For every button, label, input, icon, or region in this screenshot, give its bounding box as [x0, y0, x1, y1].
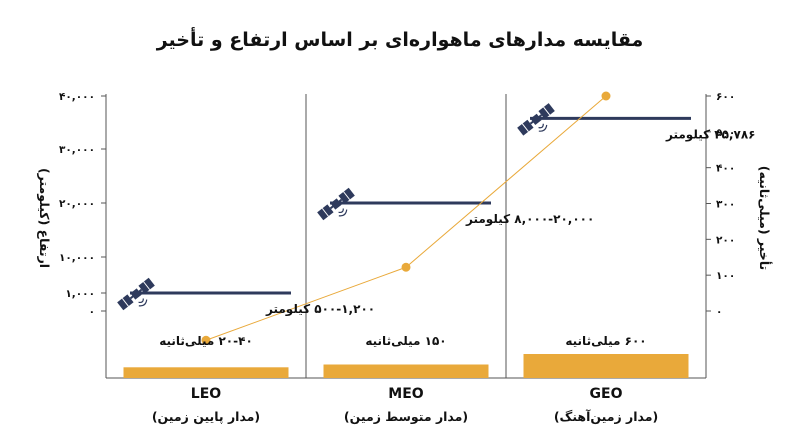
satellite-panel-line — [321, 208, 329, 217]
right-tick-label: ۲۰۰ — [716, 234, 735, 246]
category-label: LEO — [191, 386, 221, 402]
right-tick-label: ۵۰۰ — [716, 127, 735, 139]
category-label: MEO — [388, 386, 423, 402]
right-tick-label: ۰ — [716, 306, 722, 318]
satellite-signal — [538, 124, 548, 132]
satellite-icon — [117, 277, 155, 311]
right-axis-title: تأخیر (میلی‌ثانیه) — [757, 166, 773, 270]
altitude-label: ۸,۰۰۰-۲۰,۰۰۰ کیلومتر — [465, 212, 594, 227]
left-tick-label: ۴۰,۰۰۰ — [59, 91, 95, 103]
latency-bar — [523, 354, 689, 378]
left-tick-label: ۱۰,۰۰۰ — [59, 252, 95, 264]
latency-label: ۲۰-۴۰ میلی‌ثانیه — [159, 334, 253, 348]
right-tick-label: ۴۰۰ — [716, 163, 735, 175]
satellite-body — [330, 198, 342, 210]
satellite-panel-line — [543, 106, 551, 116]
latency-bar — [123, 367, 289, 378]
satellite-panel-line — [521, 123, 529, 132]
altitude-label: ۳۵,۷۸۶ کیلومتر — [665, 127, 755, 142]
satellite-signal — [138, 299, 148, 307]
category-subtitle: (مدار متوسط زمین) — [344, 409, 468, 424]
satellite-panel-line — [343, 191, 351, 200]
satellite-signal — [538, 123, 544, 129]
satellite-body — [530, 113, 542, 125]
satellite-signal — [338, 208, 344, 214]
right-tick-label: ۱۰۰ — [716, 270, 735, 282]
left-tick-label: ۱,۰۰۰ — [65, 288, 95, 300]
satellite-icon — [517, 103, 555, 136]
left-tick-label: ۳۰,۰۰۰ — [59, 144, 95, 156]
category-label: GEO — [590, 386, 623, 402]
altitude-label: ۵۰۰-۱,۲۰۰ کیلومتر — [265, 302, 375, 317]
satellite-panel-line — [143, 281, 151, 290]
left-axis-title: ارتفاع (کیلومتر) — [37, 168, 52, 268]
latency-point — [601, 91, 611, 101]
right-tick-label: ۶۰۰ — [716, 91, 735, 103]
left-tick-label: ۲۰,۰۰۰ — [59, 198, 95, 210]
satellite-signal — [138, 298, 144, 304]
category-subtitle: (مدار زمین‌آهنگ) — [554, 409, 658, 424]
right-tick-label: ۳۰۰ — [716, 199, 735, 211]
latency-label: ۱۵۰ میلی‌ثانیه — [365, 334, 446, 348]
satellite-body — [130, 288, 142, 300]
satellite-signal — [338, 209, 348, 217]
latency-point — [401, 262, 411, 272]
left-tick-label: ۰ — [89, 306, 95, 318]
latency-bar — [323, 364, 489, 378]
satellite-panel-line — [121, 298, 129, 307]
latency-label: ۶۰۰ میلی‌ثانیه — [565, 334, 646, 348]
chart-title: مقایسه مدارهای ماهواره‌ای بر اساس ارتفاع… — [156, 27, 644, 51]
category-subtitle: (مدار پایین زمین) — [152, 409, 260, 424]
latency-point — [201, 335, 211, 345]
satellite-icon — [317, 187, 355, 221]
